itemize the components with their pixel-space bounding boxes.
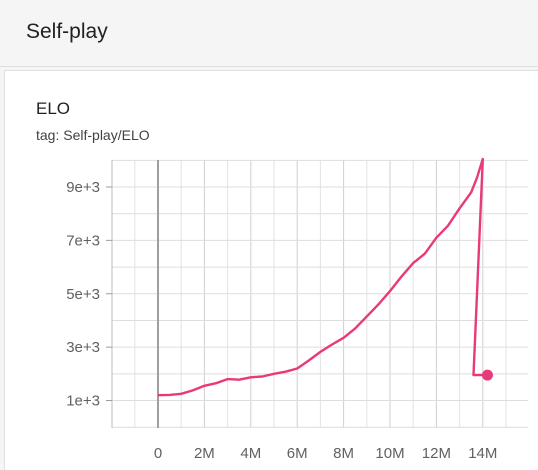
series-line: [157, 157, 488, 397]
y-tick-label: 1e+3: [66, 393, 100, 410]
x-tick-label: 4M: [240, 445, 261, 462]
x-tick-label: 2M: [194, 445, 215, 462]
x-tick-label: 14M: [468, 445, 497, 462]
y-tick-label: 5e+3: [66, 286, 100, 303]
x-tick-label: 6M: [287, 445, 308, 462]
x-tick-label: 12M: [422, 445, 451, 462]
chart-tag: tag: Self-play/ELO: [36, 127, 150, 143]
x-tick-label: 8M: [333, 445, 354, 462]
axes: [106, 160, 159, 428]
x-tick-label: 10M: [375, 445, 404, 462]
section-title: Self-play: [26, 20, 108, 43]
y-tick-label: 3e+3: [66, 339, 100, 356]
x-tick-label: 0: [154, 445, 162, 462]
section-header[interactable]: Self-play: [0, 0, 538, 67]
y-tick-label: 9e+3: [66, 179, 100, 196]
series-endpoint: [481, 369, 493, 381]
chart-card: ELO tag: Self-play/ELO: [4, 70, 538, 470]
chart-title: ELO: [36, 99, 71, 118]
y-tick-label: 7e+3: [66, 232, 100, 249]
tick-labels: 1e+3 3e+3 5e+3 7e+3 9e+3 0 2M 4M 6M 8M 10M 12M 14M: [66, 179, 497, 462]
series-group: [157, 157, 493, 397]
